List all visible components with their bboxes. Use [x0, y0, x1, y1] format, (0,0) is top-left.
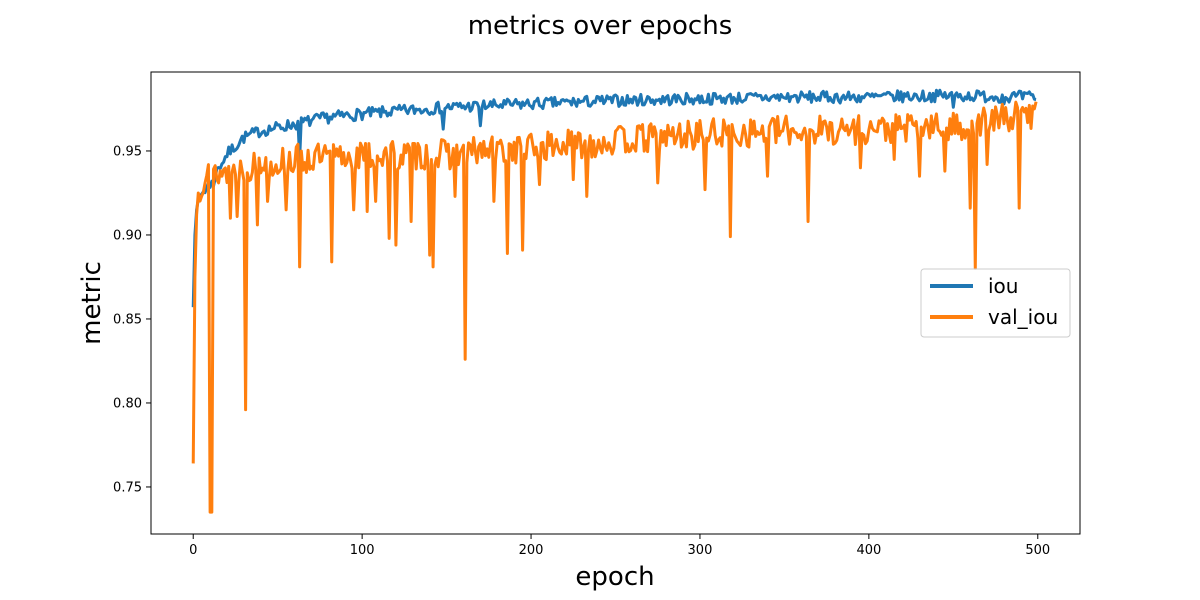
y-tick-label: 0.75 [113, 480, 142, 495]
series-line-iou [191, 88, 1037, 308]
x-axis-label: epoch [575, 562, 654, 592]
y-tick-label: 0.95 [113, 144, 142, 159]
x-tick-label: 200 [519, 543, 544, 558]
legend-label-val-iou: val_iou [988, 305, 1058, 329]
x-tick-label: 300 [688, 543, 713, 558]
legend-label-iou: iou [988, 274, 1018, 298]
y-axis-label: metric [77, 261, 107, 345]
y-tick-label: 0.90 [113, 228, 142, 243]
chart-title: metrics over epochs [468, 11, 733, 41]
y-axis: 0.75 0.80 0.85 0.90 0.95 [113, 144, 151, 495]
x-tick-label: 100 [350, 543, 375, 558]
series-line-val-iou [191, 100, 1038, 514]
x-tick-label: 0 [189, 543, 197, 558]
plot-area [150, 71, 1081, 535]
y-tick-label: 0.85 [113, 312, 142, 327]
legend: iou val_iou [920, 268, 1071, 338]
x-axis: 0 100 200 300 400 500 [189, 534, 1050, 558]
y-tick-label: 0.80 [113, 396, 142, 411]
x-tick-label: 500 [1025, 543, 1050, 558]
series-layer [191, 88, 1038, 514]
x-tick-label: 400 [856, 543, 881, 558]
